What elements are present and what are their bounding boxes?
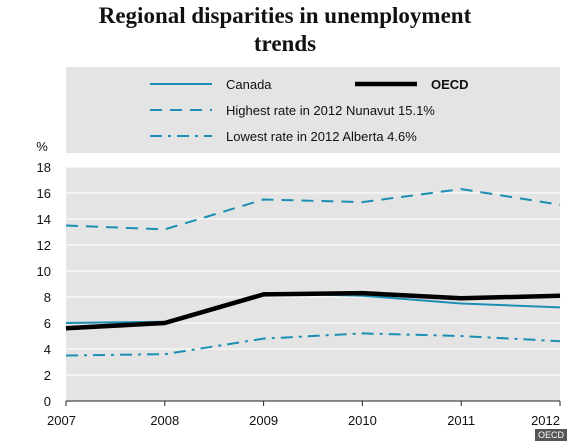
x-tick-label-2010: 2010: [348, 413, 377, 428]
plot-area: [66, 167, 560, 401]
series-line-3: [65, 188, 561, 231]
y-tick-label-14: 14: [37, 212, 51, 227]
legend-box: [66, 67, 560, 153]
y-tick-label-10: 10: [37, 264, 51, 279]
legend-label-3: Highest rate in 2012 Nunavut 15.1%: [226, 103, 435, 118]
y-tick-label-8: 8: [44, 290, 51, 305]
y-tick-label-2: 2: [44, 368, 51, 383]
x-tick-label-2011: 2011: [447, 413, 475, 428]
series-line-4: [65, 332, 561, 357]
x-tick-label-2007: 2007: [47, 413, 76, 428]
x-tick-label-2008: 2008: [150, 413, 179, 428]
y-tick-label-0: 0: [44, 394, 51, 409]
source-credit: OECD: [534, 429, 567, 441]
x-tick-label-2009: 2009: [249, 413, 278, 428]
y-tick-label-6: 6: [44, 316, 51, 331]
legend-label-1: Canada: [226, 77, 272, 92]
chart-title-line-1: Regional disparities in unemployment: [98, 3, 472, 28]
y-tick-label-18: 18: [37, 160, 51, 175]
legend-label-4: Lowest rate in 2012 Alberta 4.6%: [226, 129, 417, 144]
chart-title-line-2: trends: [253, 31, 317, 56]
y-tick-label-4: 4: [44, 342, 51, 357]
x-tick-label-2012: 2012: [531, 413, 560, 428]
legend-label-2: OECD: [431, 77, 469, 92]
y-tick-label-16: 16: [37, 186, 51, 201]
chart-title: Regional disparities in unemployment tre…: [0, 2, 570, 58]
series-line-2: [65, 290, 561, 331]
y-tick-label-12: 12: [37, 238, 51, 253]
y-axis-label: %: [36, 139, 48, 154]
